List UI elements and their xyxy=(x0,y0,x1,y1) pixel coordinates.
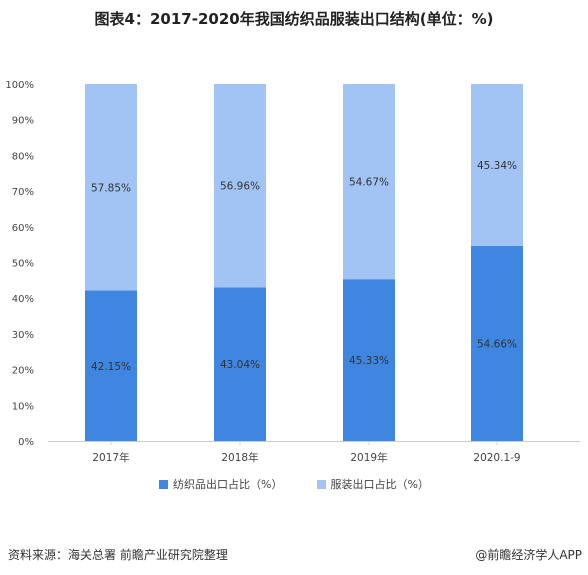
y-tick-label: 100% xyxy=(5,80,34,91)
data-label-textile: 42.15% xyxy=(91,361,131,373)
y-tick-label: 60% xyxy=(12,223,34,234)
y-tick-label: 0% xyxy=(18,437,34,448)
data-label-textile: 45.33% xyxy=(349,355,389,367)
x-tick-label: 2017年 xyxy=(92,451,129,464)
x-tick-label: 2019年 xyxy=(350,451,387,464)
y-tick-label: 20% xyxy=(12,366,34,377)
stacked-bar-chart: 0% 10% 20% 30% 40% 50% 60% 70% 80% 90% 100% 42.15% 5… xyxy=(5,80,580,464)
legend-item-apparel: 服装出口占比（%） xyxy=(316,476,429,492)
data-label-apparel: 54.67% xyxy=(349,177,389,189)
data-label-textile: 43.04% xyxy=(220,359,260,371)
legend-item-textile: 纺织品出口占比（%） xyxy=(159,476,283,492)
source-note: 资料来源：海关总署 前瞻产业研究院整理 xyxy=(8,548,228,562)
bar-apparel xyxy=(471,84,523,246)
data-label-apparel: 45.34% xyxy=(477,160,517,172)
bar-textile xyxy=(214,287,266,441)
legend: 纺织品出口占比（%） 服装出口占比（%） xyxy=(0,476,588,492)
chart-title: 图表4：2017-2020年我国纺织品服装出口结构(单位：%) xyxy=(94,10,494,28)
y-tick-label: 70% xyxy=(12,187,34,198)
y-tick-label: 80% xyxy=(12,151,34,162)
y-tick-label: 90% xyxy=(12,116,34,127)
bar-textile xyxy=(85,290,137,441)
x-tick-label: 2020.1-9 xyxy=(473,452,520,464)
bar-apparel xyxy=(85,84,137,291)
legend-label-apparel: 服装出口占比（%） xyxy=(330,478,429,491)
bar-apparel xyxy=(343,84,395,280)
y-tick-label: 40% xyxy=(12,294,34,305)
brand-label: @前瞻经济学人APP xyxy=(475,548,582,562)
y-tick-label: 30% xyxy=(12,330,34,341)
data-label-apparel: 56.96% xyxy=(220,181,260,193)
legend-swatch-textile xyxy=(159,479,169,489)
legend-swatch-apparel xyxy=(316,479,326,489)
bar-textile xyxy=(471,245,523,441)
data-label-textile: 54.66% xyxy=(477,338,517,350)
y-tick-label: 50% xyxy=(12,259,34,270)
bar-apparel xyxy=(214,84,266,288)
x-tick-label: 2018年 xyxy=(221,451,258,464)
bar-textile xyxy=(343,279,395,441)
y-tick-label: 10% xyxy=(12,401,34,412)
legend-label-textile: 纺织品出口占比（%） xyxy=(173,478,283,491)
data-label-apparel: 57.85% xyxy=(91,182,131,194)
